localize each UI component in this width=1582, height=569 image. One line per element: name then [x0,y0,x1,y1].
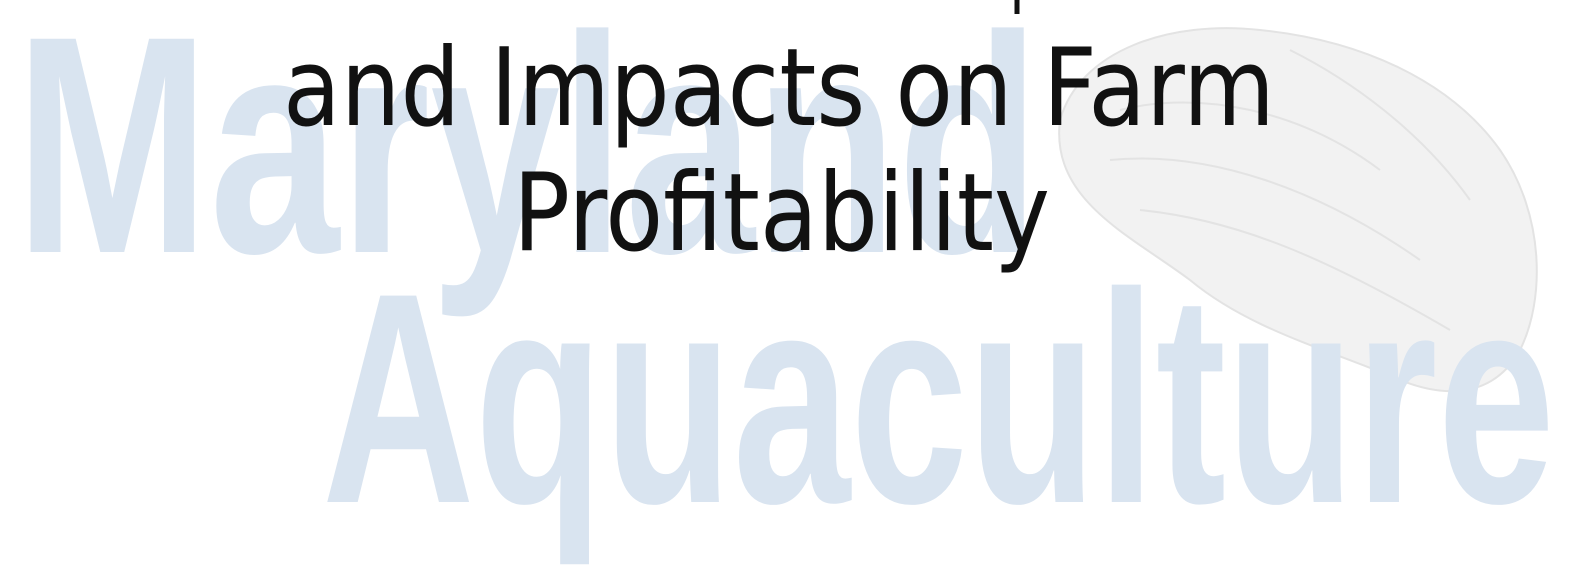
title-line: Profitability [513,151,1050,276]
title-line: and Impacts on Farm [283,26,1275,151]
watermark-line: Aquaculture [322,230,1555,568]
page: Maryland Aquaculture and Impacts on Farm… [0,0,1582,569]
slide: Maryland Aquaculture and Impacts on Farm… [0,0,1582,569]
